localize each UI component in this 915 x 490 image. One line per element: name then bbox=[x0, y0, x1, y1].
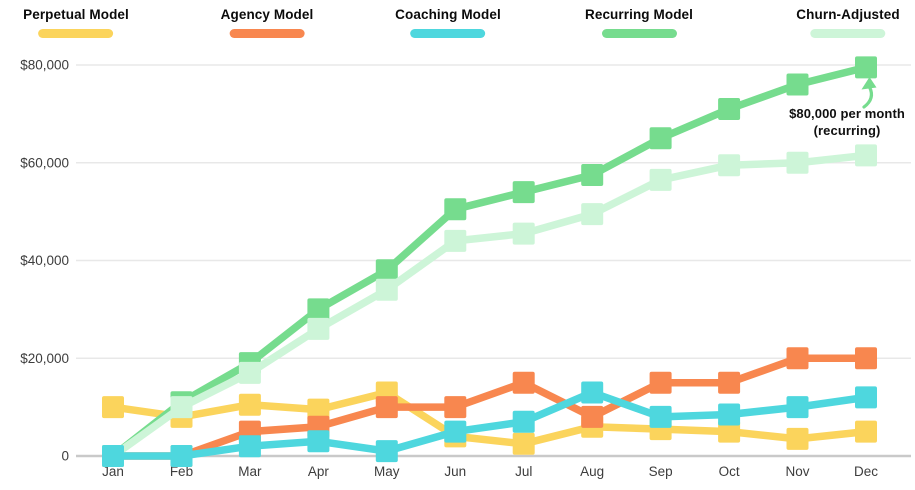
marker-churn-adjusted-jul bbox=[512, 222, 535, 245]
y-tick-label: $80,000 bbox=[20, 58, 69, 73]
marker-coaching-model-mar bbox=[238, 435, 261, 458]
marker-coaching-model-jun bbox=[444, 420, 467, 443]
series-line-churn-adjusted bbox=[110, 151, 867, 460]
marker-coaching-model-may bbox=[375, 440, 398, 463]
marker-churn-adjusted-feb bbox=[170, 396, 193, 419]
marker-recurring-model-may bbox=[375, 259, 398, 282]
y-tick-label: 0 bbox=[61, 449, 69, 464]
marker-churn-adjusted-may bbox=[375, 278, 398, 301]
x-tick-label-nov: Nov bbox=[786, 464, 810, 479]
legend-item-churn-adjusted: Churn-Adjusted bbox=[796, 7, 900, 38]
y-tick-label: $20,000 bbox=[20, 351, 69, 366]
marker-recurring-model-oct bbox=[718, 98, 741, 120]
marker-agency-model-oct bbox=[718, 371, 741, 394]
marker-agency-model-may bbox=[375, 396, 398, 419]
marker-agency-model-jul bbox=[512, 371, 535, 394]
annotation-line1: $80,000 per month bbox=[789, 106, 905, 121]
marker-agency-model-sep bbox=[649, 371, 672, 394]
legend-swatch bbox=[38, 29, 114, 38]
marker-agency-model-jun bbox=[444, 396, 467, 419]
x-tick-label-may: May bbox=[374, 464, 400, 479]
marker-churn-adjusted-apr bbox=[307, 317, 330, 340]
legend-label: Churn-Adjusted bbox=[796, 7, 900, 22]
marker-recurring-model-jul bbox=[512, 181, 535, 204]
x-tick-label-jun: Jun bbox=[444, 464, 466, 479]
legend-item-recurring-model: Recurring Model bbox=[585, 7, 693, 38]
annotation-callout: $80,000 per month (recurring) bbox=[786, 105, 908, 139]
marker-coaching-model-feb bbox=[170, 445, 193, 467]
annotation-arrow-icon bbox=[862, 85, 874, 109]
marker-coaching-model-aug bbox=[581, 381, 604, 404]
marker-recurring-model-jun bbox=[444, 198, 467, 221]
legend-item-agency-model: Agency Model bbox=[221, 7, 314, 38]
marker-recurring-model-aug bbox=[581, 164, 604, 186]
marker-perpetual-model-jan bbox=[102, 396, 124, 419]
y-tick-label: $60,000 bbox=[20, 155, 69, 170]
marker-coaching-model-jul bbox=[512, 410, 535, 433]
marker-perpetual-model-oct bbox=[718, 420, 741, 443]
series-line-agency-model bbox=[113, 354, 866, 460]
marker-churn-adjusted-nov bbox=[786, 151, 809, 174]
marker-agency-model-dec bbox=[855, 347, 877, 370]
marker-perpetual-model-apr bbox=[307, 398, 330, 421]
marker-coaching-model-oct bbox=[718, 403, 741, 426]
marker-recurring-model-apr bbox=[307, 298, 330, 321]
x-tick-label-feb: Feb bbox=[170, 464, 193, 479]
marker-recurring-model-sep bbox=[649, 127, 672, 150]
marker-perpetual-model-mar bbox=[238, 393, 261, 416]
marker-perpetual-model-nov bbox=[786, 427, 809, 450]
marker-churn-adjusted-jun bbox=[444, 229, 467, 252]
x-tick-label-aug: Aug bbox=[580, 464, 604, 479]
marker-coaching-model-jan bbox=[102, 445, 124, 467]
legend-item-coaching-model: Coaching Model bbox=[395, 7, 501, 38]
marker-recurring-model-dec bbox=[855, 56, 877, 79]
marker-coaching-model-sep bbox=[649, 405, 672, 428]
legend-label: Coaching Model bbox=[395, 7, 501, 22]
marker-coaching-model-nov bbox=[786, 396, 809, 419]
annotation-line2: (recurring) bbox=[813, 123, 881, 139]
legend-label: Perpetual Model bbox=[23, 7, 129, 22]
marker-recurring-model-nov bbox=[786, 73, 809, 96]
marker-churn-adjusted-aug bbox=[581, 203, 604, 226]
x-tick-label-sep: Sep bbox=[649, 464, 673, 479]
legend-swatch bbox=[410, 29, 486, 38]
x-tick-label-jul: Jul bbox=[515, 464, 532, 479]
x-tick-label-apr: Apr bbox=[308, 464, 330, 479]
legend-swatch bbox=[601, 29, 677, 38]
x-tick-label-oct: Oct bbox=[719, 464, 740, 479]
x-tick-label-jan: Jan bbox=[102, 464, 124, 479]
marker-agency-model-nov bbox=[786, 347, 809, 370]
legend-swatch bbox=[810, 29, 886, 38]
series-line-recurring-model bbox=[110, 63, 867, 459]
marker-churn-adjusted-oct bbox=[718, 154, 741, 177]
legend-label: Recurring Model bbox=[584, 7, 694, 22]
annotation-arrowhead-icon bbox=[861, 77, 877, 90]
marker-perpetual-model-dec bbox=[855, 420, 877, 443]
marker-churn-adjusted-mar bbox=[238, 361, 261, 384]
series-line-perpetual-model bbox=[112, 388, 867, 448]
legend-label: Agency Model bbox=[220, 7, 314, 22]
marker-coaching-model-apr bbox=[307, 430, 330, 453]
legend-swatch bbox=[229, 29, 305, 38]
marker-churn-adjusted-sep bbox=[649, 168, 672, 191]
legend-item-perpetual-model: Perpetual Model bbox=[23, 7, 129, 38]
marker-coaching-model-dec bbox=[855, 386, 877, 409]
series-line-coaching-model bbox=[113, 388, 867, 460]
x-tick-label-mar: Mar bbox=[238, 464, 262, 479]
x-tick-label-dec: Dec bbox=[854, 464, 878, 479]
y-tick-label: $40,000 bbox=[20, 253, 69, 268]
marker-churn-adjusted-dec bbox=[855, 144, 877, 167]
marker-perpetual-model-jul bbox=[512, 432, 535, 455]
marker-agency-model-aug bbox=[581, 405, 604, 428]
